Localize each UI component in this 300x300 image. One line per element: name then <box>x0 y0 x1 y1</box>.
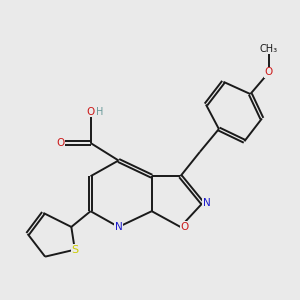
Text: O: O <box>57 138 65 148</box>
Text: O: O <box>265 68 273 77</box>
Text: N: N <box>203 198 211 208</box>
Text: H: H <box>96 106 103 116</box>
Text: O: O <box>86 106 95 116</box>
Text: CH₃: CH₃ <box>260 44 278 54</box>
Text: N: N <box>115 222 122 232</box>
Text: O: O <box>181 222 189 232</box>
Text: S: S <box>71 245 78 255</box>
